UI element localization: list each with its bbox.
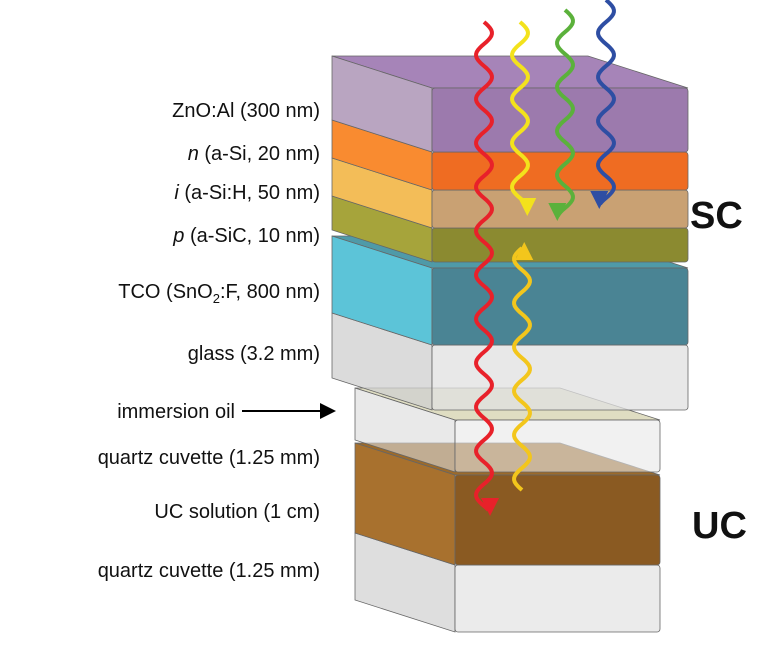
light-ray: [474, 20, 494, 512]
layer-label: UC solution (1 cm): [154, 501, 320, 523]
labels: ZnO:Al (300 nm) n (a-Si, 20 nm) i (a-Si:…: [98, 100, 747, 582]
layer-side: [331, 235, 433, 346]
ray-arrowhead: [518, 198, 537, 216]
group-label: SC: [690, 195, 743, 237]
layer-stack: [331, 55, 689, 633]
layer-side: [354, 387, 456, 473]
layer-label: n (a-Si, 20 nm): [188, 143, 320, 165]
layer-label: ZnO:Al (300 nm): [172, 100, 320, 122]
layer-label: TCO (SnO2:F, 800 nm): [118, 281, 320, 306]
light-ray: [596, 0, 616, 206]
ray-arrowhead: [515, 242, 534, 260]
light-ray: [510, 20, 530, 210]
layer-front: [431, 87, 689, 153]
light-ray: [555, 8, 575, 218]
layer-front: [431, 267, 689, 346]
light-rays: [474, 0, 616, 516]
layer-label: immersion oil: [117, 401, 235, 423]
ray-arrowhead: [548, 203, 567, 221]
layer-label: quartz cuvette (1.25 mm): [98, 560, 320, 582]
layer-front: [454, 419, 661, 473]
layer-side: [331, 55, 433, 153]
layer-front: [454, 474, 661, 566]
group-label: UC: [692, 505, 747, 547]
layer-label: quartz cuvette (1.25 mm): [98, 447, 320, 469]
layer-label: p (a-SiC, 10 nm): [172, 225, 320, 247]
layer-front: [431, 344, 689, 411]
layer-label: i (a-Si:H, 50 nm): [174, 182, 320, 204]
ray-arrowhead: [481, 498, 500, 516]
ray-arrowhead: [590, 191, 609, 209]
light-ray: [512, 246, 532, 492]
layer-front: [431, 227, 689, 263]
layer-front: [454, 564, 661, 633]
layer-label: glass (3.2 mm): [188, 343, 320, 365]
layer-side: [354, 442, 456, 566]
